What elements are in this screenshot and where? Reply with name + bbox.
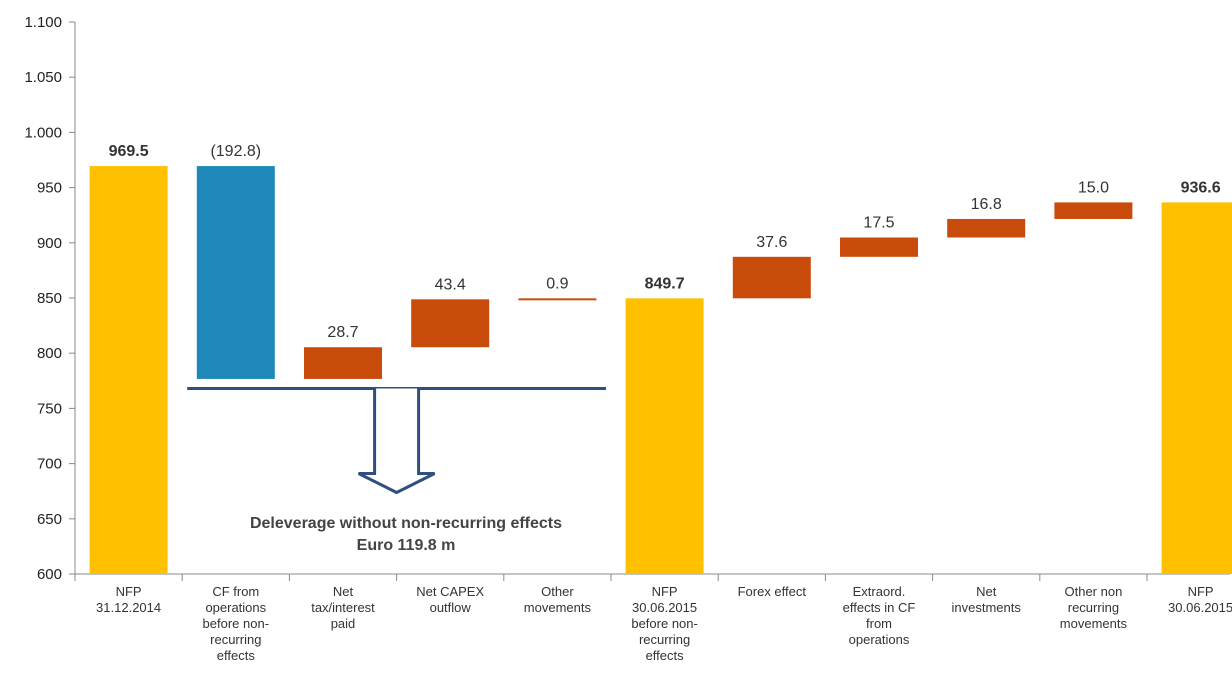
bars [89,166,1232,574]
data-label: 15.0 [1078,179,1109,196]
category-label: Forex effect [738,584,807,599]
category-label-line: Forex effect [738,584,807,599]
category-label: Other non recurring movements [1060,584,1128,631]
total-bar [1161,202,1232,574]
y-tick-label: 700 [37,456,62,473]
data-label: (192.8) [210,143,261,160]
category-label-line: recurring [639,632,690,647]
category-label-line: paid [331,616,356,631]
axes: 600 650 700 750 800 850 900 950 1.000 1.050 1.100 [24,14,1230,583]
total-bar [625,298,704,574]
delta-bar [1054,202,1133,219]
delta-bar [840,237,918,257]
data-label: 28.7 [327,324,358,341]
annotation-line-1: Deleverage without non-recurring effects [250,515,562,532]
y-tick-label: 900 [37,235,62,252]
category-label-line: NFP [116,584,142,599]
data-label: 969.5 [109,143,149,160]
data-label: 849.7 [645,275,685,292]
y-tick-label: 1.050 [24,69,62,86]
category-label-line: operations [849,632,910,647]
y-tick-label: 600 [37,566,62,583]
delta-bar [518,298,597,301]
annotation-line-2: Euro 119.8 m [357,537,456,554]
y-tick-label: 950 [37,180,62,197]
data-label: 0.9 [546,275,568,292]
data-labels: 969.5 (192.8) 28.7 43.4 0.9 849.7 37.6 17.5 16.8… [109,143,1221,341]
y-tick-label: 1.100 [24,14,62,31]
category-label-line: effects in CF [843,600,916,615]
category-label: Extraord. effects in CF from operations [843,584,916,647]
category-label: NFP 30.06.2015 before non-recurring effects [631,584,698,663]
total-bar [89,166,168,574]
category-label: NFP 30.06.2015 [1168,584,1232,615]
category-label: CF from operations before non-recurring eff… [203,584,270,663]
data-label: 16.8 [971,196,1002,213]
delta-bar [732,256,811,299]
category-label-line: before non- [203,616,270,631]
category-label: Net tax/interest paid [311,584,375,631]
deleverage-annotation: Deleverage without non-recurring effects… [187,387,606,554]
category-label-line: outflow [430,600,472,615]
category-label-line: NFP [1188,584,1214,599]
category-label: Net CAPEX outflow [416,584,484,615]
category-label-line: before non- [631,616,698,631]
data-label: 936.6 [1181,179,1221,196]
category-label-line: movements [524,600,592,615]
y-tick-label: 750 [37,400,62,417]
category-label-line: CF from [212,584,259,599]
data-label: 17.5 [863,215,894,232]
delta-bar [304,347,382,379]
y-tick-label: 650 [37,511,62,528]
category-label-line: from [866,616,892,631]
category-label: NFP 31.12.2014 [96,584,161,615]
category-label-line: 30.06.2015 [632,600,697,615]
y-tick-label: 850 [37,290,62,307]
category-label-line: operations [205,600,266,615]
category-label: Net investments [952,584,1022,615]
category-label-line: recurring [210,632,261,647]
category-label-line: NFP [652,584,678,599]
category-label-line: Other [541,584,574,599]
category-label-line: tax/interest [311,600,375,615]
down-arrow-icon [357,388,436,495]
category-label: Other movements [524,584,592,615]
y-tick-label: 1.000 [24,124,62,141]
category-label-line: Net CAPEX [416,584,484,599]
category-label-line: Other non [1064,584,1122,599]
category-label-line: 30.06.2015 [1168,600,1232,615]
category-label-line: effects [646,648,685,663]
y-tick-label: 800 [37,345,62,362]
data-label: 43.4 [435,276,466,293]
category-label-line: Extraord. [853,584,906,599]
category-label-line: Net [976,584,997,599]
data-label: 37.6 [756,234,787,251]
delta-bar [947,218,1026,238]
category-label-line: 31.12.2014 [96,600,161,615]
category-label-line: movements [1060,616,1128,631]
delta-bar [196,166,275,379]
category-label-line: Net [333,584,354,599]
category-label-line: recurring [1068,600,1119,615]
delta-bar [411,299,490,348]
category-label-line: effects [217,648,256,663]
category-label-line: investments [952,600,1022,615]
